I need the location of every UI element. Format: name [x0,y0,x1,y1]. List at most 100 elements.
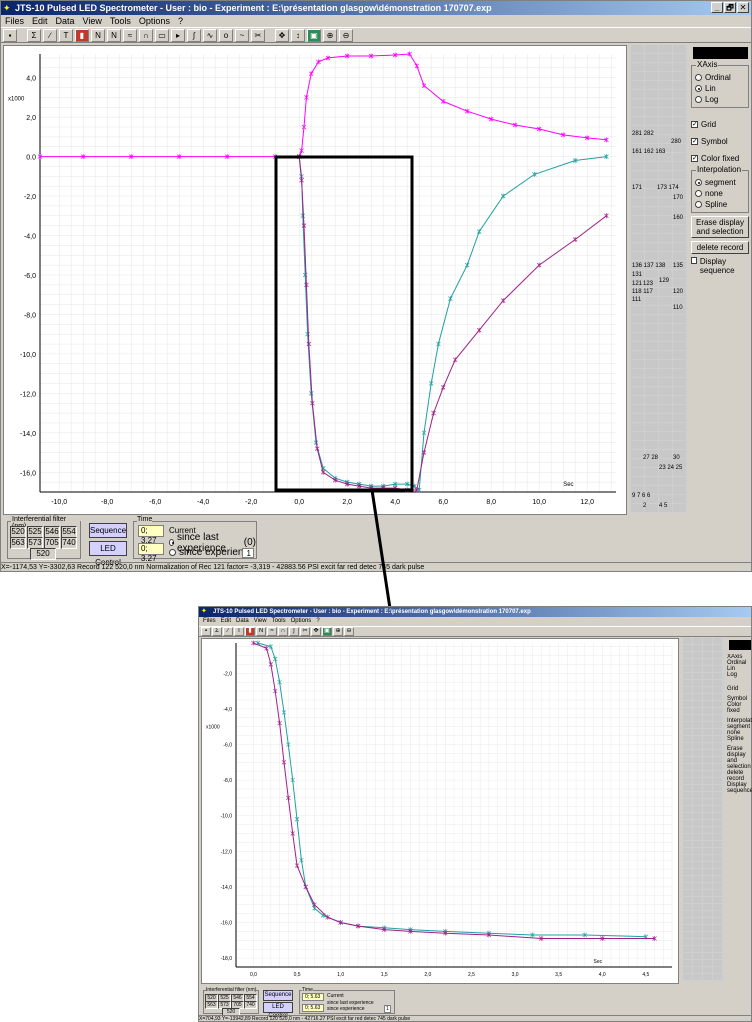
menu-view[interactable]: View [82,16,102,26]
record-cell[interactable] [703,806,712,812]
record-cell[interactable] [713,946,722,952]
record-cell[interactable] [703,953,712,959]
record-cell[interactable] [645,279,658,287]
record-cell[interactable] [673,486,686,494]
record-number[interactable]: 23 24 25 [659,465,683,471]
record-cell[interactable] [713,701,722,707]
record-cell[interactable] [631,252,644,260]
record-cell[interactable] [703,813,712,819]
record-cell[interactable] [713,904,722,910]
record-cell[interactable] [645,171,658,179]
move-icon-2[interactable]: ✥ [311,627,321,636]
close-button[interactable]: ✕ [737,2,749,13]
record-cell[interactable] [631,180,644,188]
record-cell[interactable] [631,189,644,197]
record-cell[interactable] [645,306,658,314]
marker-icon-2[interactable]: ▮ [245,627,255,636]
record-cell[interactable] [693,778,702,784]
record-cell[interactable] [683,736,692,742]
record-cell[interactable] [659,288,672,296]
record-cell[interactable] [645,351,658,359]
menu-tools-2[interactable]: Tools [271,618,286,624]
record-cell[interactable] [673,387,686,395]
grid-checkbox-2[interactable]: Grid [727,686,739,692]
record-cell[interactable] [645,288,658,296]
record-cell[interactable] [683,890,692,896]
record-cell[interactable] [713,666,722,672]
record-cell[interactable] [693,869,702,875]
record-cell[interactable] [693,652,702,658]
record-cell[interactable] [713,729,722,735]
record-cell[interactable] [631,270,644,278]
record-cell[interactable] [673,252,686,260]
record-cell[interactable] [713,722,722,728]
record-cell[interactable] [703,785,712,791]
record-cell[interactable] [659,306,672,314]
record-cell[interactable] [683,953,692,959]
record-cell[interactable] [645,468,658,476]
sigma-icon-2[interactable]: Σ [212,627,222,636]
color-fixed-checkbox[interactable]: ✓ Color fixed [691,154,740,163]
record-cell[interactable] [683,841,692,847]
record-cell[interactable] [673,504,686,512]
zoom-in-icon[interactable]: ⊕ [323,28,337,42]
symbol-checkbox-2[interactable]: Symbol [727,696,748,702]
radio-log[interactable]: Log [695,94,745,105]
record-cell[interactable] [703,855,712,861]
record-cell[interactable] [683,974,692,980]
record-cell[interactable] [659,72,672,80]
record-cell[interactable] [713,841,722,847]
record-cell[interactable] [659,351,672,359]
record-cell[interactable] [713,897,722,903]
record-cell[interactable] [693,855,702,861]
record-cell[interactable] [631,495,644,503]
radio-ordinal-2[interactable]: Ordinal [727,660,747,666]
record-cell[interactable] [693,862,702,868]
record-cell[interactable] [703,729,712,735]
record-cell[interactable] [645,405,658,413]
zoom-out-icon-2[interactable]: ⊖ [344,627,354,636]
minimize-button[interactable]: _ [711,2,723,13]
record-cell[interactable] [645,396,658,404]
record-cell[interactable] [645,297,658,305]
record-cell[interactable] [659,495,672,503]
record-cell[interactable] [659,432,672,440]
since-exp-label-2[interactable]: since experience [327,1006,365,1012]
menu-tools[interactable]: Tools [109,16,131,26]
record-cell[interactable] [703,694,712,700]
record-cell[interactable] [683,827,692,833]
record-cell[interactable] [703,862,712,868]
filter-525[interactable]: 525 [27,526,43,538]
sequence-button-2[interactable]: Sequence [263,990,293,1001]
record-cell[interactable] [683,729,692,735]
record-cell[interactable] [659,315,672,323]
normalize-icon-2[interactable]: N [256,627,266,636]
record-cell[interactable] [659,45,672,53]
record-cell[interactable] [683,652,692,658]
filter-563[interactable]: 563 [10,537,26,549]
record-cell[interactable] [713,876,722,882]
record-cell[interactable] [673,270,686,278]
record-cell[interactable] [673,117,686,125]
record-number[interactable]: 4 5 [659,503,668,509]
record-cell[interactable] [645,450,658,458]
record-cell[interactable] [659,90,672,98]
record-cell[interactable] [683,883,692,889]
record-cell[interactable] [693,743,702,749]
record-cell[interactable] [683,743,692,749]
record-cell[interactable] [713,694,722,700]
record-cell[interactable] [631,306,644,314]
record-number[interactable]: 129 [659,278,670,284]
filter-563-2[interactable]: 563 [205,1001,218,1009]
record-cell[interactable] [703,834,712,840]
record-cell[interactable] [693,946,702,952]
record-cell[interactable] [645,162,658,170]
record-cell[interactable] [693,953,702,959]
record-grid[interactable]: 281 282 280 171 173 174 170 161 162 163 160 136… [631,45,687,513]
record-cell[interactable] [683,813,692,819]
record-cell[interactable] [659,126,672,134]
record-cell[interactable] [683,897,692,903]
record-cell[interactable] [683,778,692,784]
record-cell[interactable] [703,974,712,980]
record-cell[interactable] [673,153,686,161]
